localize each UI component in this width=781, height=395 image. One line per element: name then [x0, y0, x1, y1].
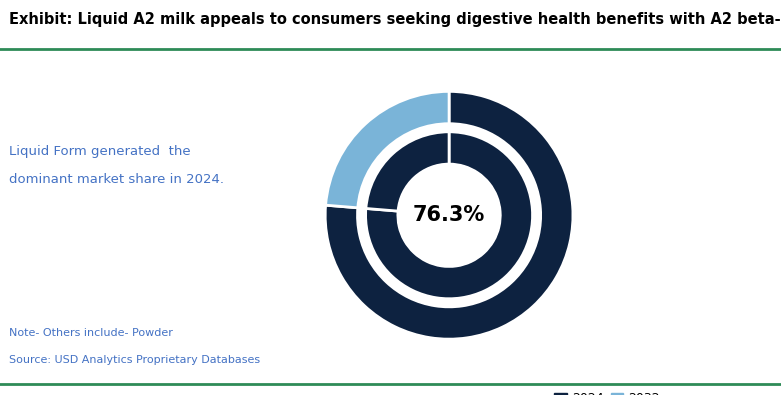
Text: 76.3%: 76.3% — [413, 205, 485, 225]
Wedge shape — [326, 91, 449, 208]
Text: Note- Others include- Powder: Note- Others include- Powder — [9, 328, 173, 338]
Text: Exhibit: Liquid A2 milk appeals to consumers seeking digestive health benefits w: Exhibit: Liquid A2 milk appeals to consu… — [9, 12, 781, 27]
Wedge shape — [366, 132, 533, 299]
Text: Liquid Form generated  the: Liquid Form generated the — [9, 145, 191, 158]
Wedge shape — [358, 124, 540, 307]
Wedge shape — [325, 91, 573, 339]
Text: Source: USD Analytics Proprietary Databases: Source: USD Analytics Proprietary Databa… — [9, 356, 261, 365]
Circle shape — [398, 164, 501, 267]
Legend: 2024, 2032: 2024, 2032 — [549, 387, 665, 395]
Wedge shape — [366, 132, 449, 211]
Text: dominant market share in 2024.: dominant market share in 2024. — [9, 173, 224, 186]
